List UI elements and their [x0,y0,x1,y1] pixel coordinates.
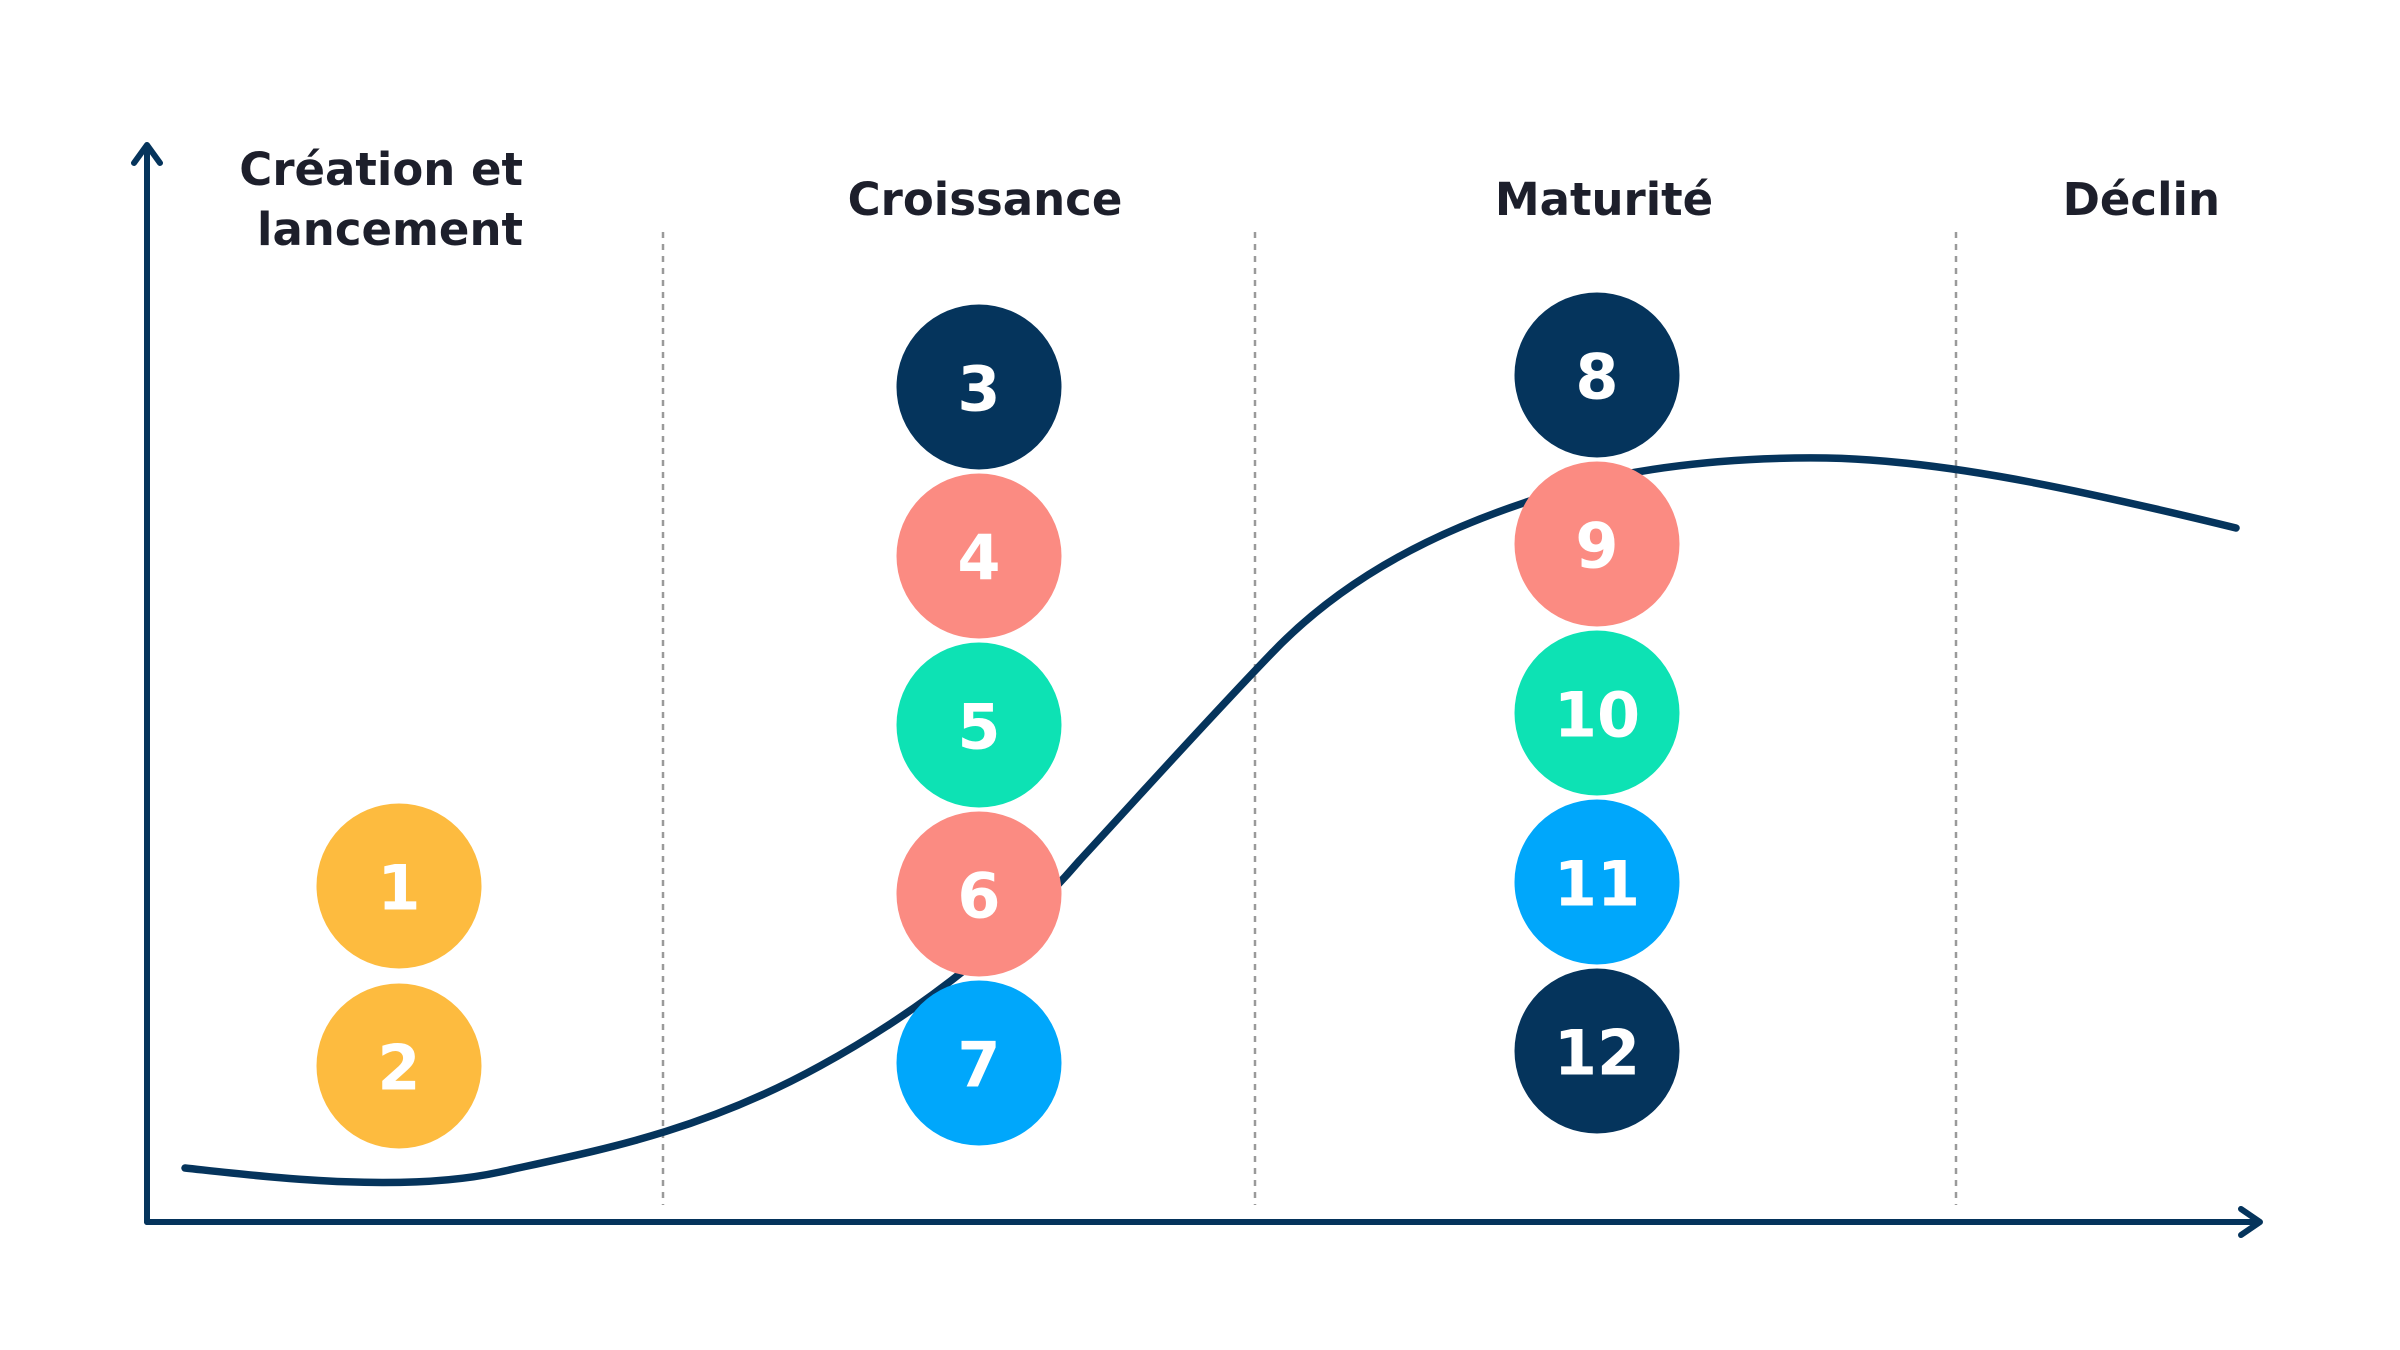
marker-7-number: 7 [957,1028,1001,1102]
phase-label-creation: Création et lancement [239,140,523,260]
marker-3: 3 [896,304,1062,470]
marker-4-number: 4 [957,521,1001,595]
marker-9-number: 9 [1575,509,1619,583]
marker-10: 10 [1514,630,1680,796]
marker-11-number: 11 [1553,847,1641,921]
marker-12: 12 [1514,968,1680,1134]
lifecycle-curve [181,454,2240,1187]
phase-label-declin: Déclin [2062,173,2220,226]
marker-2-number: 2 [377,1031,421,1105]
marker-8-number: 8 [1575,340,1619,414]
marker-1: 1 [316,803,482,969]
marker-2: 2 [316,983,482,1149]
marker-5: 5 [896,642,1062,808]
phase-label-creation-line1: Création et [239,143,523,196]
y-axis-arrowhead [131,142,163,166]
marker-9: 9 [1514,461,1680,627]
marker-4: 4 [896,473,1062,639]
marker-7: 7 [896,980,1062,1146]
marker-11: 11 [1514,799,1680,965]
marker-6-number: 6 [957,859,1001,933]
marker-8: 8 [1514,292,1680,458]
marker-3-number: 3 [957,352,1001,426]
marker-12-number: 12 [1553,1016,1641,1090]
phase-label-maturite: Maturité [1494,173,1714,226]
phase-label-creation-line2: lancement [257,203,523,256]
phase-label-croissance: Croissance [847,173,1123,226]
marker-5-number: 5 [957,690,1001,764]
marker-10-number: 10 [1553,678,1641,752]
x-axis-arrowhead [2238,1206,2263,1238]
marker-1-number: 1 [377,851,421,925]
marker-6: 6 [896,811,1062,977]
